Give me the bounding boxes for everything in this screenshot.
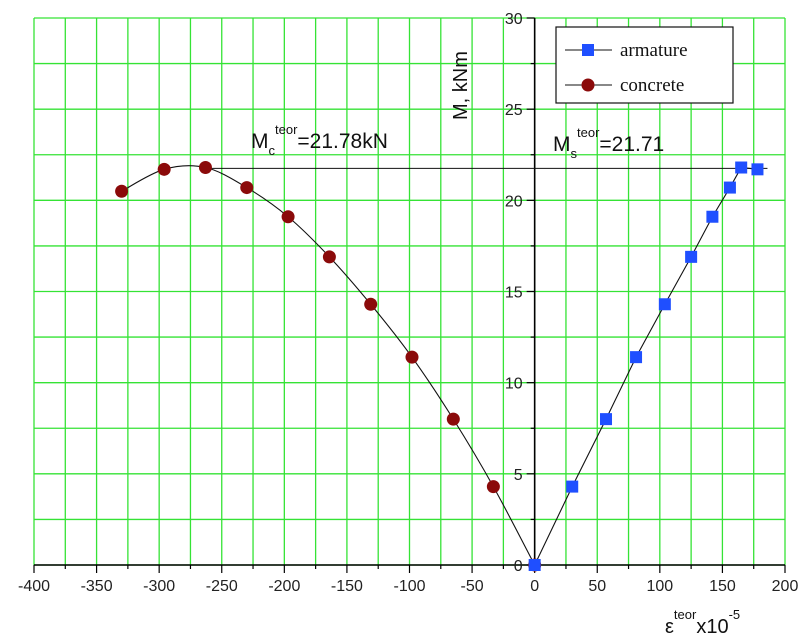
axes (33, 17, 786, 573)
data-point-concrete (198, 161, 212, 175)
series-line-concrete (121, 165, 536, 566)
x-tick-label: -400 (18, 578, 50, 595)
x-tick-label: -100 (393, 578, 425, 595)
data-point-armature (630, 351, 643, 364)
x-tick-label: 100 (646, 578, 673, 595)
data-point-armature (685, 250, 698, 263)
y-tick-label: 15 (505, 285, 523, 302)
annotation-armature: Msteor=21.71 (553, 125, 664, 161)
series-line-armature (534, 166, 758, 566)
annotation-concrete: Mcteor=21.78kN (251, 122, 388, 158)
data-point-armature (735, 161, 748, 174)
data-point-concrete (405, 350, 419, 364)
x-tick-label: -250 (206, 578, 238, 595)
series-points (115, 161, 764, 572)
data-point-concrete (115, 184, 129, 198)
data-point-armature (566, 480, 579, 493)
data-point-concrete (240, 181, 254, 195)
x-tick-label: 200 (772, 578, 799, 595)
x-tick-label: -300 (143, 578, 175, 595)
data-point-armature (600, 413, 613, 426)
tick-labels: -400 -350 -300 -250 -200 -150 -100 -50 0 50 100 150… (18, 11, 798, 595)
y-tick-label: 25 (505, 102, 523, 119)
data-point-concrete (281, 210, 295, 224)
legend-marker-armature (582, 44, 594, 56)
legend-label-armature: armature (620, 40, 688, 61)
x-tick-label: -350 (81, 578, 113, 595)
x-tick-label: -200 (268, 578, 300, 595)
data-point-armature (751, 163, 764, 176)
y-tick-label: 0 (514, 558, 523, 575)
y-tick-label: 30 (505, 11, 523, 28)
y-tick-label: 20 (505, 193, 523, 210)
y-tick-label: 10 (505, 376, 523, 393)
x-axis-label: εteorx10-5 (665, 607, 740, 638)
data-point-armature (706, 210, 719, 223)
data-point-armature (528, 559, 541, 571)
x-tick-label: 0 (530, 578, 539, 595)
x-tick-label: -50 (461, 578, 484, 595)
legend: armature concrete (555, 26, 734, 104)
y-axis-label: M, kNm (450, 51, 472, 120)
data-point-concrete (486, 480, 500, 494)
x-tick-label: 150 (709, 578, 736, 595)
legend-marker-concrete (581, 78, 595, 92)
legend-label-concrete: concrete (620, 75, 684, 96)
data-point-armature (658, 298, 671, 311)
x-tick-label: 50 (588, 578, 606, 595)
data-point-concrete (446, 412, 460, 426)
data-point-concrete (157, 162, 171, 176)
data-point-concrete (322, 250, 336, 264)
data-point-armature (723, 181, 736, 194)
x-tick-label: -150 (331, 578, 363, 595)
series-lines (121, 165, 758, 566)
data-point-concrete (364, 297, 378, 311)
y-tick-label: 5 (514, 467, 523, 484)
